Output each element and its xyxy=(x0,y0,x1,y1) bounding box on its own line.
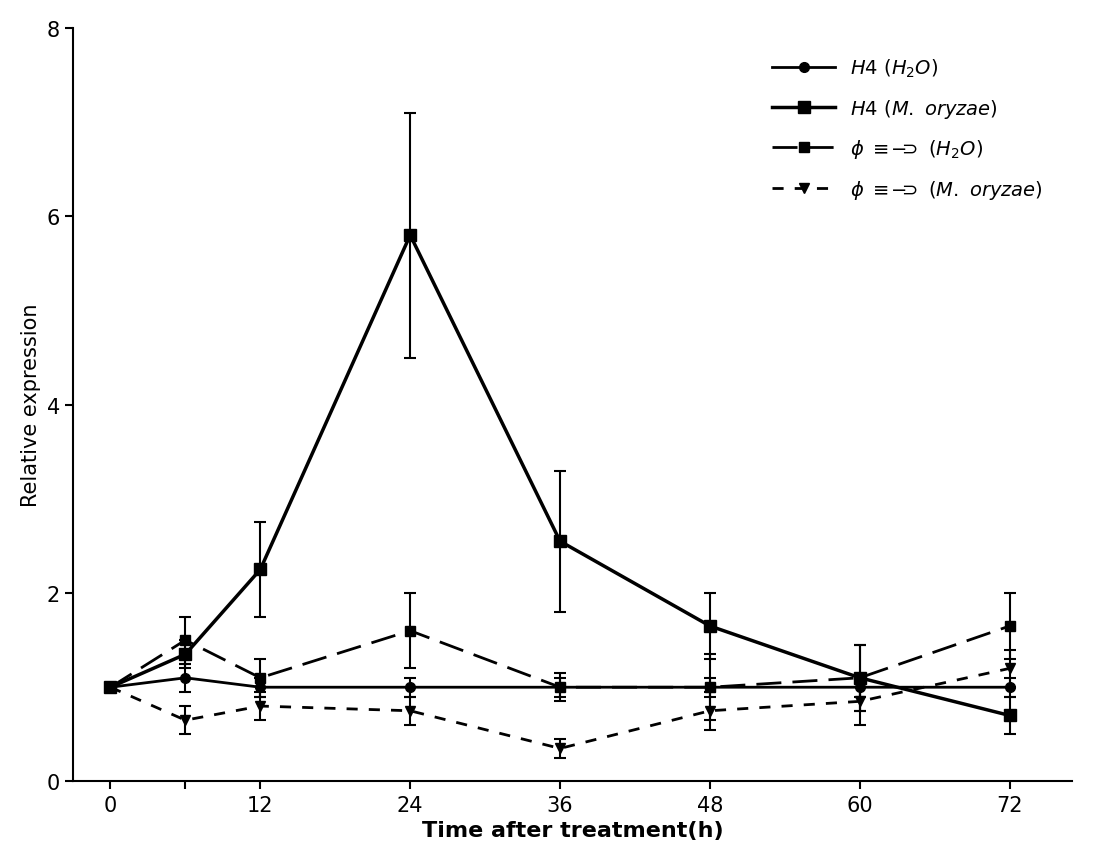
X-axis label: Time after treatment(h): Time after treatment(h) xyxy=(422,821,724,840)
Legend: $\it{H4}\ (H_2O)$, $\it{H4}\ (M.\ oryzae)$, $\it{\phi\ \equiv\!\!-\!\!\!\!\supse: $\it{H4}\ (H_2O)$, $\it{H4}\ (M.\ oryzae… xyxy=(753,39,1062,221)
Y-axis label: Relative expression: Relative expression xyxy=(21,304,40,507)
